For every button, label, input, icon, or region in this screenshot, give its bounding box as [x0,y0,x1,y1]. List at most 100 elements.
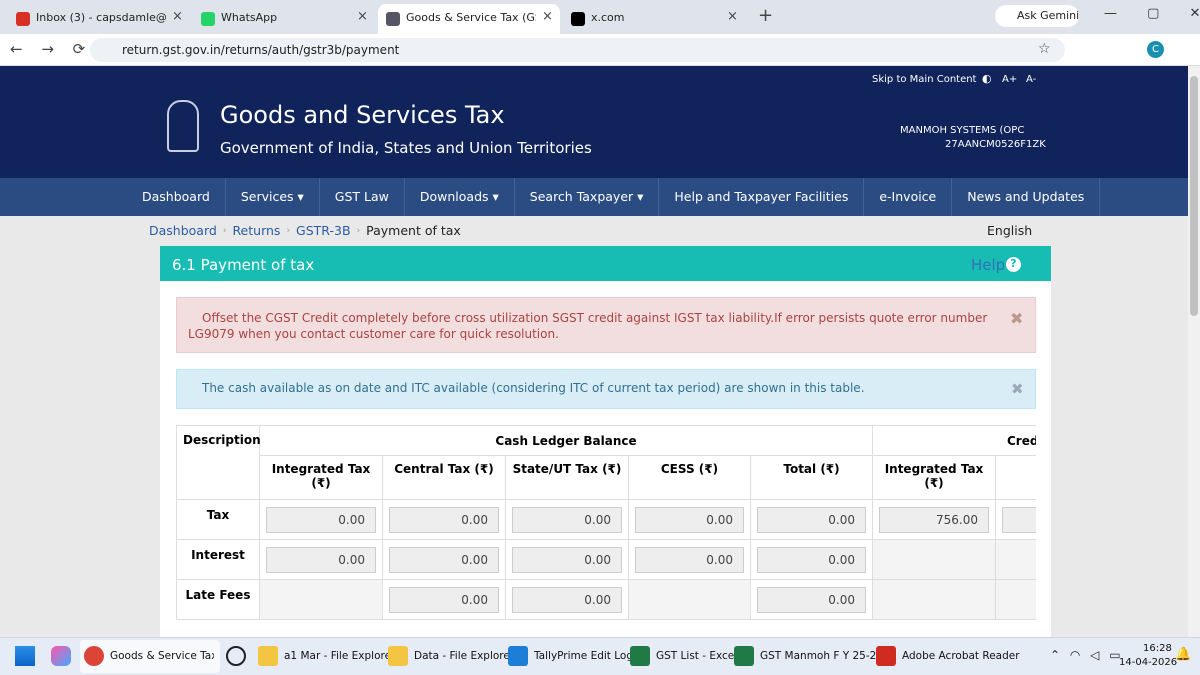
nav-item[interactable]: Dashboard [127,178,226,216]
nav-item[interactable]: e-Invoice [864,178,953,216]
app-icon[interactable] [630,646,650,666]
tab[interactable]: Goods & Service Tax (GST) | Us × [378,4,560,34]
breadcrumb-item[interactable]: GSTR-3B [296,223,351,238]
tab-title: Inbox (3) - capsdamle@gmail.c [36,11,166,24]
new-tab[interactable]: + [758,5,774,26]
group-header: Cash Ledger Balance [259,425,873,456]
error-close[interactable]: ✖ [1010,309,1024,328]
language[interactable]: English [987,223,1033,238]
app-icon[interactable] [734,646,754,666]
window-controls[interactable]: — ▢ ✕ [1104,6,1200,21]
emblem [167,100,199,152]
group-header: Credi [872,425,1036,456]
column-header: Integrated Tax (₹) [259,455,383,500]
contrast[interactable]: ◐ [982,72,992,85]
tab-close[interactable]: × [727,9,738,24]
data-row: Late Fees 0.00 0.00 0.00 [176,579,1036,620]
nav-bar: Dashboard Services ▾ GST Law Downloads ▾ Sea… [0,178,1188,216]
row-label: Late Fees [176,579,260,620]
gemini-button[interactable]: Ask Gemini [995,5,1079,27]
nav-item[interactable]: Help and Taxpayer Facilities [659,178,865,216]
cell [259,579,383,620]
amount-box: 0.00 [635,546,744,573]
site-subtitle: Government of India, States and Union Te… [220,139,592,157]
tab[interactable]: WhatsApp × [193,4,375,34]
tab[interactable]: Inbox (3) - capsdamle@gmail.c × [8,4,190,34]
tab-close[interactable]: × [542,9,553,24]
app-label[interactable]: Adobe Acrobat Reader ( [902,650,1022,662]
whatsapp[interactable] [226,646,246,666]
app-icon[interactable] [508,646,528,666]
cell: 0.00 [750,579,873,620]
tray[interactable]: ⌃ ◠ ◁ ▭ [1050,648,1121,662]
app-label[interactable]: GST Manmoh F Y 25-26 [760,650,880,662]
star[interactable]: ☆ [1038,41,1051,57]
data-row: Tax 0.00 0.00 0.00 0.00 0.00 756.00 [176,499,1036,540]
breadcrumb-item[interactable]: Returns [232,223,281,238]
notification[interactable]: 🔔 [1175,647,1192,662]
nav-item[interactable]: Services ▾ [226,178,320,216]
amount-box: 0.00 [757,546,866,573]
app-icon[interactable] [84,646,104,666]
section-header [160,246,1051,281]
nav-item[interactable]: Downloads ▾ [405,178,515,216]
app-icon[interactable] [388,646,408,666]
cell [872,539,996,580]
breadcrumb-sep: › [286,226,291,236]
app-label[interactable]: Goods & Service Tax (G [110,650,214,662]
nav-item[interactable]: GST Law [320,178,405,216]
app-icon[interactable] [876,646,896,666]
cell: 0.00 [382,499,506,540]
breadcrumb-item[interactable]: Dashboard [149,223,217,238]
cell: 0.00 [505,579,629,620]
section-title: 6.1 Payment of tax [172,256,315,274]
clock-time: 16:28 [1143,643,1172,654]
amount-box: 0.00 [266,546,376,573]
tab-close[interactable]: × [357,9,368,24]
amount-box: 0.00 [512,586,622,613]
cell [628,579,751,620]
cell [995,579,1036,620]
cell [872,579,996,620]
font-up[interactable]: A+ [1002,74,1018,85]
column-header: Integrated Tax (₹) [872,455,996,500]
nav-item[interactable]: News and Updates [952,178,1101,216]
cell: 756.00 [872,499,996,540]
site-title: Goods and Services Tax [220,101,505,129]
breadcrumb: Dashboard › Returns › GSTR-3B › Payment of tax [149,223,461,238]
tab[interactable]: x.com × [563,4,748,34]
user-name[interactable]: MANMOH SYSTEMS (OPC [900,125,1025,136]
app-label[interactable]: Data - File Explorer [414,650,515,662]
amount-box: 0.00 [389,586,499,613]
skip-link[interactable]: Skip to Main Content [872,74,977,85]
cell: 0.00 [750,499,873,540]
amount-box: 0.00 [389,506,499,533]
help-icon[interactable]: ? [1006,257,1021,272]
address-bar[interactable] [90,38,1065,62]
info-text: The cash available as on date and ITC av… [202,381,865,395]
cell [995,499,1036,540]
tab-close[interactable]: × [172,9,183,24]
nav-buttons[interactable]: ← → ⟳ [10,40,86,58]
copilot[interactable] [51,646,71,666]
gstin: 27AANCM0526F1ZK [945,139,1046,150]
error-alert [176,297,1036,353]
start-button[interactable] [15,646,35,666]
profile[interactable]: C [1147,41,1164,58]
breadcrumb-sep: › [222,226,227,236]
url[interactable]: return.gst.gov.in/returns/auth/gstr3b/pa… [122,43,400,57]
breadcrumb-sep: › [356,226,361,236]
app-icon[interactable] [258,646,278,666]
nav-item[interactable]: Search Taxpayer ▾ [515,178,660,216]
scroll-thumb[interactable] [1190,76,1198,316]
app-label[interactable]: a1 Mar - File Explorer [284,650,396,662]
font-down[interactable]: A- [1026,74,1037,85]
info-close[interactable]: ✖ [1011,380,1024,398]
column-header: Central Tax (₹) [382,455,506,500]
help-link[interactable]: Help [971,256,1006,274]
app-label[interactable]: GST List - Excel [656,650,738,662]
app-label[interactable]: TallyPrime Edit Log [534,650,633,662]
amount-box: 0.00 [757,586,866,613]
